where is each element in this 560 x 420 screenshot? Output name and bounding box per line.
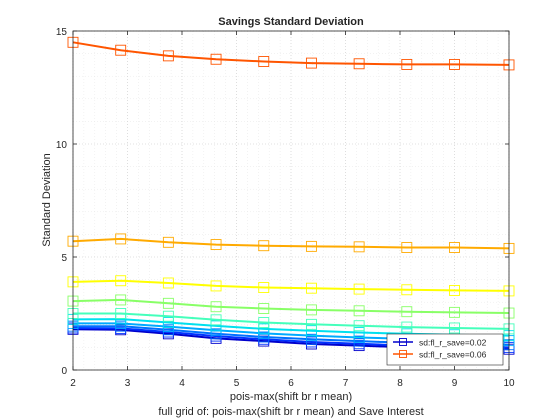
data-point-marker	[353, 58, 365, 70]
data-point-marker	[210, 301, 222, 313]
data-point-marker	[115, 294, 127, 306]
x-tick-label: 7	[343, 378, 349, 389]
data-point-marker	[210, 239, 222, 251]
data-point-marker	[305, 325, 317, 337]
data-point-marker	[115, 308, 127, 319]
legend-entries: sd:fl_r_save=0.02 sd:fl_r_save=0.06	[393, 338, 487, 360]
data-point-marker	[305, 240, 317, 252]
data-point-marker	[449, 306, 460, 318]
data-point-marker	[305, 57, 317, 69]
data-point-marker	[115, 233, 127, 245]
x-tick-label: 4	[179, 378, 185, 389]
legend-label: sd:fl_r_save=0.06	[419, 350, 487, 360]
data-point-marker	[353, 283, 365, 295]
data-point-marker	[401, 284, 413, 296]
data-point-marker	[258, 282, 270, 293]
data-point-marker	[401, 321, 413, 333]
data-point-marker	[210, 314, 222, 326]
x-axis-label: pois-max(shift br r mean)	[230, 391, 352, 403]
data-point-marker	[353, 241, 365, 253]
x-tick-label: 3	[125, 378, 131, 389]
x-tick-label: 5	[234, 378, 240, 389]
data-point-marker	[258, 317, 270, 328]
y-tick-label: 0	[61, 366, 67, 377]
data-point-marker	[305, 304, 317, 316]
data-point-marker	[449, 322, 460, 334]
data-point-marker	[449, 58, 460, 70]
x-tick-label: 6	[288, 378, 294, 389]
legend: sd:fl_r_save=0.02 sd:fl_r_save=0.06	[386, 333, 504, 366]
legend-marker	[399, 338, 407, 346]
x-tick-label: 2	[70, 378, 76, 389]
tick-labels: 2 3 4 5 6 7 8 9 10 0 5 10 15	[56, 27, 515, 389]
data-point-marker	[210, 280, 222, 292]
data-point-marker	[258, 303, 270, 314]
data-point-marker	[162, 310, 174, 322]
data-point-marker	[162, 297, 174, 309]
data-point-marker	[162, 317, 174, 328]
data-point-marker	[305, 318, 317, 330]
x-tick-label: 10	[503, 378, 515, 389]
series-line	[72, 237, 510, 250]
axis-ticks	[72, 30, 510, 371]
y-tick-label: 10	[56, 140, 68, 151]
legend-marker	[399, 350, 407, 358]
figure-caption: full grid of: pois-max(shift br r mean) …	[158, 406, 423, 418]
series-line	[72, 279, 510, 292]
data-point-marker	[258, 323, 270, 335]
series-layer	[67, 36, 515, 355]
data-point-marker	[210, 53, 222, 65]
series-10	[67, 36, 515, 71]
data-point-marker	[162, 236, 174, 248]
x-tick-label: 9	[452, 378, 458, 389]
x-tick-label: 8	[397, 378, 403, 389]
data-point-marker	[449, 242, 460, 253]
data-point-marker	[401, 242, 413, 253]
series-line	[73, 312, 510, 330]
y-axis-label: Standard Deviation	[41, 153, 53, 247]
y-tick-label: 5	[61, 253, 67, 264]
chart-title: Savings Standard Deviation	[218, 16, 364, 28]
series-line	[72, 298, 510, 314]
y-tick-label: 15	[56, 27, 68, 38]
data-point-marker	[305, 282, 317, 294]
data-point-marker	[258, 240, 270, 252]
data-point-marker	[401, 58, 413, 70]
series-line	[72, 41, 510, 66]
data-point-marker	[353, 305, 365, 317]
data-point-marker	[162, 277, 174, 289]
data-point-marker	[210, 320, 222, 332]
data-point-marker	[258, 56, 270, 67]
data-point-marker	[115, 44, 127, 56]
data-point-marker	[353, 327, 365, 338]
series-7	[67, 294, 515, 319]
data-point-marker	[115, 275, 127, 287]
data-point-marker	[353, 320, 365, 332]
data-point-marker	[449, 284, 460, 296]
legend-label: sd:fl_r_save=0.02	[419, 338, 487, 348]
data-point-marker	[401, 306, 413, 318]
data-point-marker	[162, 50, 174, 62]
